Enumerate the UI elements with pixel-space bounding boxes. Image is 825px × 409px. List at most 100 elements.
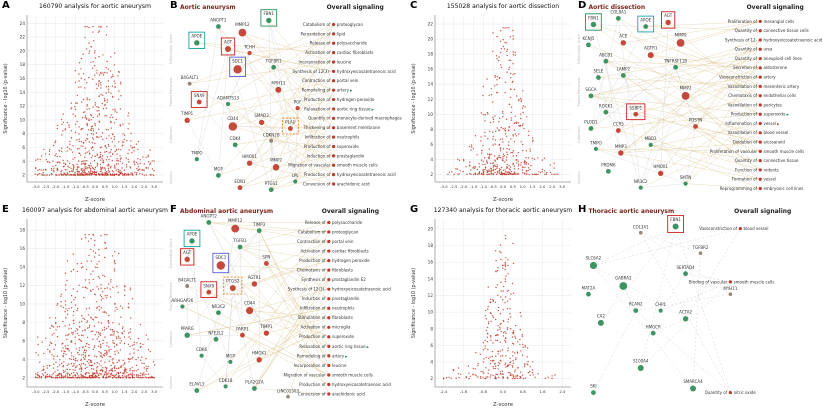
data-point xyxy=(140,372,142,374)
data-point xyxy=(472,148,475,150)
data-point xyxy=(75,102,77,104)
gene-node xyxy=(246,160,253,166)
text-label: 16 xyxy=(20,76,26,81)
data-point xyxy=(551,375,553,377)
data-point xyxy=(482,163,484,166)
data-point xyxy=(506,163,508,166)
data-point xyxy=(131,370,134,372)
gene-label: SMARCA4 xyxy=(683,379,703,384)
data-point xyxy=(521,334,523,336)
data-point xyxy=(50,342,52,344)
data-point xyxy=(65,353,67,356)
gene-node xyxy=(246,307,254,315)
data-point xyxy=(127,152,129,155)
data-point xyxy=(512,38,514,40)
data-point xyxy=(86,82,88,84)
data-point xyxy=(506,151,508,153)
text-label: 22 xyxy=(428,22,434,27)
pathway-label-left: Quantity of xyxy=(735,28,758,33)
text-label: 0.0 xyxy=(92,389,99,394)
pathway-label-left: Vasodilation of xyxy=(728,84,758,89)
data-point xyxy=(106,294,108,297)
data-point xyxy=(522,172,524,174)
gene-node xyxy=(275,86,282,93)
edge-line xyxy=(685,228,741,319)
data-point xyxy=(98,113,100,115)
data-point xyxy=(114,369,116,372)
edge-line xyxy=(182,306,329,376)
pathway-label-left: Activation of xyxy=(305,50,331,55)
data-point xyxy=(120,95,122,97)
data-point xyxy=(515,358,517,361)
data-point xyxy=(59,155,61,158)
data-point xyxy=(129,368,131,370)
data-point xyxy=(85,372,88,374)
data-point xyxy=(487,323,490,325)
data-point xyxy=(62,113,64,115)
data-point xyxy=(93,74,96,76)
data-point xyxy=(504,263,506,265)
gene-node xyxy=(673,64,678,70)
edge-line xyxy=(242,32,334,128)
data-point xyxy=(93,170,96,173)
data-point xyxy=(519,376,522,378)
data-point xyxy=(56,155,58,158)
data-point xyxy=(500,290,502,292)
data-point xyxy=(108,322,110,324)
gene-node xyxy=(194,40,200,46)
pathway-label-right: aortic ring tissue ▶ xyxy=(332,344,370,349)
data-point xyxy=(90,330,93,333)
data-point xyxy=(532,374,534,376)
text-label: 18 xyxy=(428,52,434,57)
data-point xyxy=(90,170,92,172)
edge-line xyxy=(618,18,641,188)
pathway-label-right: proteoglycan xyxy=(337,22,364,27)
data-point xyxy=(130,140,132,142)
pathway-label-right: rodents xyxy=(763,167,778,172)
data-point xyxy=(116,343,118,345)
gene-node xyxy=(603,109,609,115)
data-point xyxy=(88,346,90,349)
data-point xyxy=(479,353,481,355)
data-point xyxy=(520,315,522,317)
data-point xyxy=(494,250,497,252)
gene-label: NR3C2 xyxy=(212,304,226,309)
data-point xyxy=(70,170,73,172)
data-point xyxy=(79,339,82,341)
data-point xyxy=(131,298,134,300)
data-point xyxy=(85,373,87,376)
data-point xyxy=(48,375,51,378)
data-point xyxy=(494,171,496,174)
data-point xyxy=(78,152,80,154)
data-point xyxy=(127,174,129,176)
data-point xyxy=(498,154,500,156)
data-point xyxy=(510,293,512,295)
data-point xyxy=(496,166,498,168)
data-point xyxy=(492,342,494,344)
data-point xyxy=(462,170,464,173)
data-point xyxy=(504,171,507,173)
data-point xyxy=(487,308,489,310)
data-point xyxy=(90,127,93,130)
data-point xyxy=(496,284,499,286)
data-point xyxy=(43,366,45,368)
text-label: -0.5 xyxy=(489,184,497,189)
data-point xyxy=(108,283,110,285)
data-point xyxy=(121,332,123,334)
data-point xyxy=(81,330,84,332)
data-point xyxy=(51,354,53,356)
data-point xyxy=(100,373,102,375)
data-point xyxy=(531,369,534,371)
data-point xyxy=(88,42,90,44)
gene-highlight-box xyxy=(212,252,230,274)
data-point xyxy=(101,329,104,331)
data-point xyxy=(113,268,116,270)
data-point xyxy=(80,359,82,362)
data-point xyxy=(89,364,91,366)
data-point xyxy=(67,344,69,347)
edge-line xyxy=(590,49,761,97)
data-point xyxy=(49,317,51,319)
data-point xyxy=(466,173,468,175)
data-point xyxy=(72,311,75,313)
text-label: 18 xyxy=(20,62,26,67)
